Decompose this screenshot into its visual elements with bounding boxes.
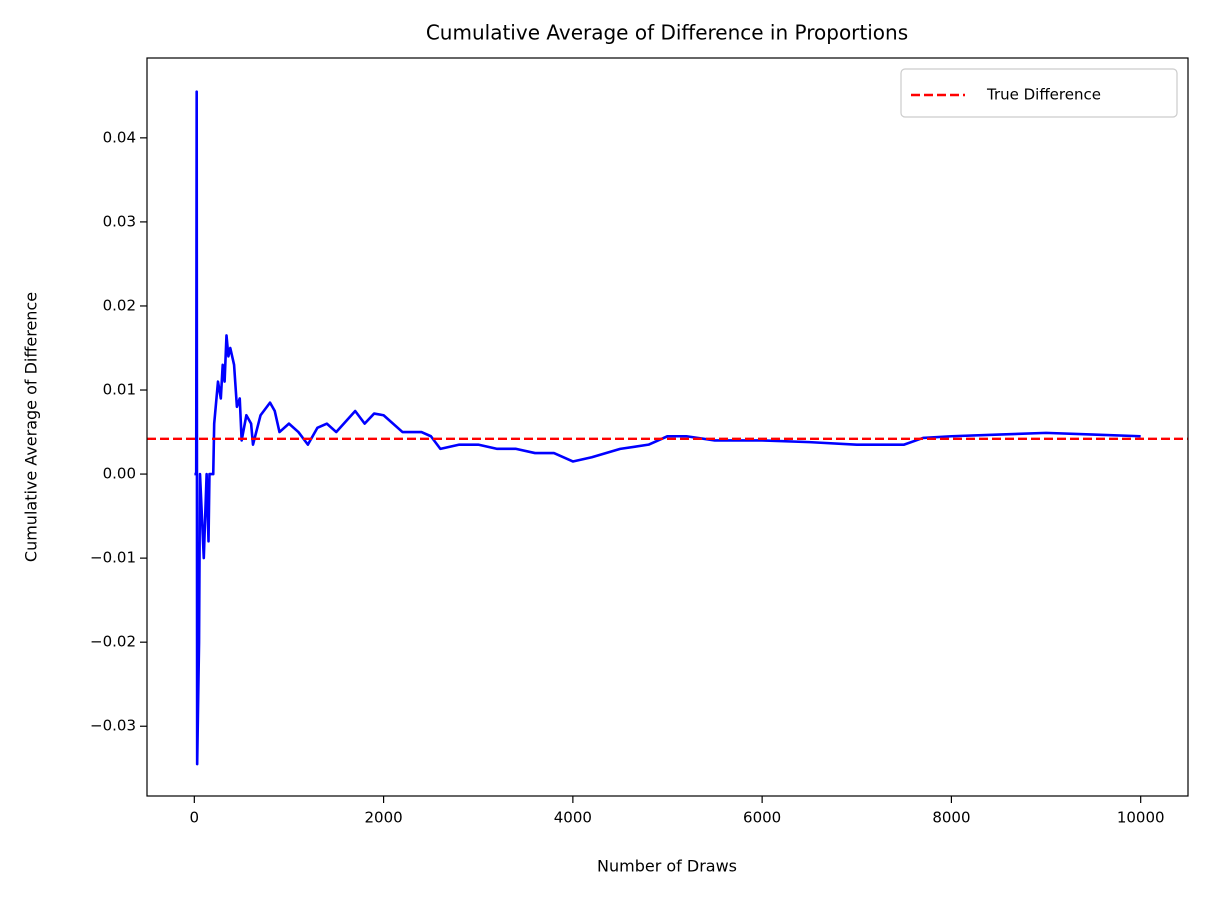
y-tick-label: 0.01 bbox=[103, 381, 136, 399]
legend-label: True Difference bbox=[986, 86, 1101, 104]
y-tick-label: 0.02 bbox=[103, 296, 136, 314]
y-tick-label: 0.03 bbox=[103, 212, 136, 230]
x-tick-label: 2000 bbox=[364, 809, 402, 827]
x-tick-label: 8000 bbox=[932, 809, 970, 827]
y-tick-label: −0.03 bbox=[90, 717, 136, 735]
x-tick-label: 10000 bbox=[1117, 809, 1165, 827]
y-tick-label: −0.01 bbox=[90, 549, 136, 567]
y-tick-label: 0.04 bbox=[103, 128, 136, 146]
x-tick-label: 0 bbox=[190, 809, 200, 827]
x-tick-label: 4000 bbox=[554, 809, 592, 827]
axes-frame bbox=[146, 57, 1189, 797]
y-tick-label: 0.00 bbox=[103, 465, 136, 483]
chart-title: Cumulative Average of Difference in Prop… bbox=[426, 21, 908, 45]
data-line bbox=[194, 90, 1141, 766]
x-axis-label: Number of Draws bbox=[597, 857, 737, 876]
plot-area bbox=[147, 90, 1188, 766]
x-tick-label: 6000 bbox=[743, 809, 781, 827]
legend-box bbox=[900, 68, 1178, 118]
y-tick-label: −0.02 bbox=[90, 633, 136, 651]
y-axis-label: Cumulative Average of Difference bbox=[22, 292, 41, 562]
